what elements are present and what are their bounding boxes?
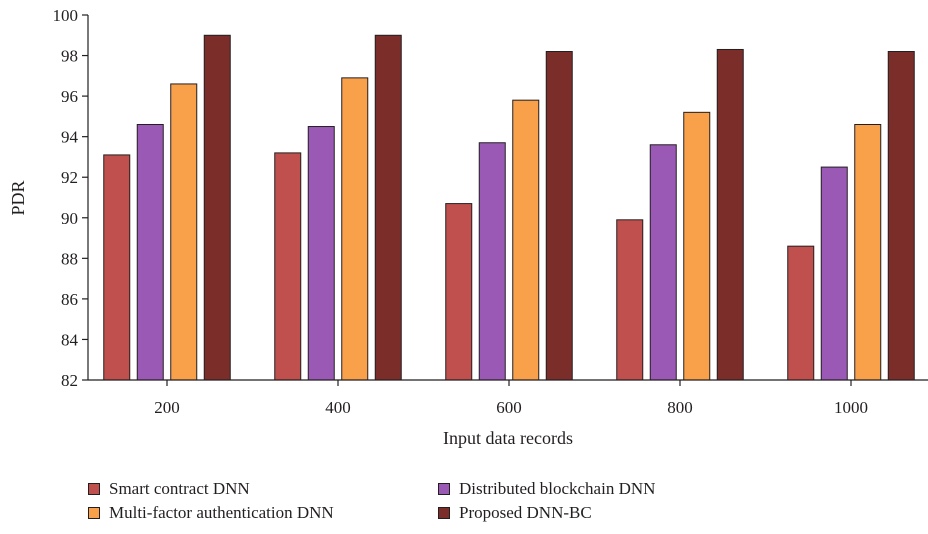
legend-swatch-smart-contract-dnn [88, 483, 100, 495]
bar-proposed-dnn-bc-600 [545, 51, 573, 381]
y-tick-label: 90 [61, 209, 78, 228]
chart-marks [103, 34, 915, 381]
x-tick-label: 600 [496, 398, 522, 417]
y-tick-label: 86 [61, 290, 78, 309]
legend-label-proposed-dnn-bc: Proposed DNN-BC [459, 503, 592, 522]
bar-multi-factor-authentication-dnn-600 [512, 99, 540, 381]
bar-distributed-blockchain-dnn-1000 [820, 166, 848, 381]
legend-label-distributed-blockchain-dnn: Distributed blockchain DNN [459, 479, 656, 498]
y-tick-label: 98 [61, 47, 78, 66]
bar-proposed-dnn-bc-400 [374, 34, 402, 381]
x-tick-label: 800 [667, 398, 693, 417]
y-tick-label: 84 [61, 330, 79, 349]
bar-proposed-dnn-bc-1000 [887, 51, 915, 381]
bar-distributed-blockchain-dnn-200 [136, 124, 164, 381]
legend-label-smart-contract-dnn: Smart contract DNN [109, 479, 250, 498]
x-axis-ticks: 200 400 600 800 1000 [154, 380, 868, 417]
x-axis-label: Input data records [443, 428, 573, 448]
bar-smart-contract-dnn-1000 [787, 245, 815, 381]
legend-label-multi-factor-authentication-dnn: Multi-factor authentication DNN [109, 503, 334, 522]
legend-item-smart-contract-dnn: Smart contract DNN [88, 478, 250, 500]
bar-distributed-blockchain-dnn-600 [478, 142, 506, 381]
bar-distributed-blockchain-dnn-800 [649, 144, 677, 381]
y-tick-label: 94 [61, 128, 79, 147]
y-tick-label: 82 [61, 371, 78, 390]
bar-proposed-dnn-bc-800 [716, 48, 744, 381]
bar-multi-factor-authentication-dnn-1000 [854, 124, 882, 381]
bar-proposed-dnn-bc-200 [203, 34, 231, 381]
legend-item-multi-factor-authentication-dnn: Multi-factor authentication DNN [88, 502, 334, 524]
x-tick-label: 400 [325, 398, 351, 417]
x-tick-label: 200 [154, 398, 180, 417]
bar-multi-factor-authentication-dnn-400 [341, 77, 369, 381]
bar-smart-contract-dnn-800 [616, 219, 644, 381]
bar-smart-contract-dnn-400 [274, 152, 302, 381]
chart-legend: Smart contract DNN Distributed blockchai… [88, 478, 768, 526]
y-tick-label: 96 [61, 87, 78, 106]
bar-multi-factor-authentication-dnn-200 [170, 83, 198, 381]
bar-distributed-blockchain-dnn-400 [307, 126, 335, 381]
y-axis-label: PDR [8, 180, 28, 215]
y-axis-ticks: 82 84 86 88 90 92 94 96 98 100 [53, 6, 88, 390]
y-tick-label: 92 [61, 168, 78, 187]
bar-multi-factor-authentication-dnn-800 [683, 111, 711, 381]
legend-swatch-multi-factor-authentication-dnn [88, 507, 100, 519]
legend-item-proposed-dnn-bc: Proposed DNN-BC [438, 502, 592, 524]
y-tick-label: 100 [53, 6, 79, 25]
legend-swatch-proposed-dnn-bc [438, 507, 450, 519]
bar-smart-contract-dnn-600 [445, 203, 473, 381]
legend-swatch-distributed-blockchain-dnn [438, 483, 450, 495]
legend-item-distributed-blockchain-dnn: Distributed blockchain DNN [438, 478, 655, 500]
y-tick-label: 88 [61, 249, 78, 268]
x-tick-label: 1000 [834, 398, 868, 417]
bar-smart-contract-dnn-200 [103, 154, 131, 381]
